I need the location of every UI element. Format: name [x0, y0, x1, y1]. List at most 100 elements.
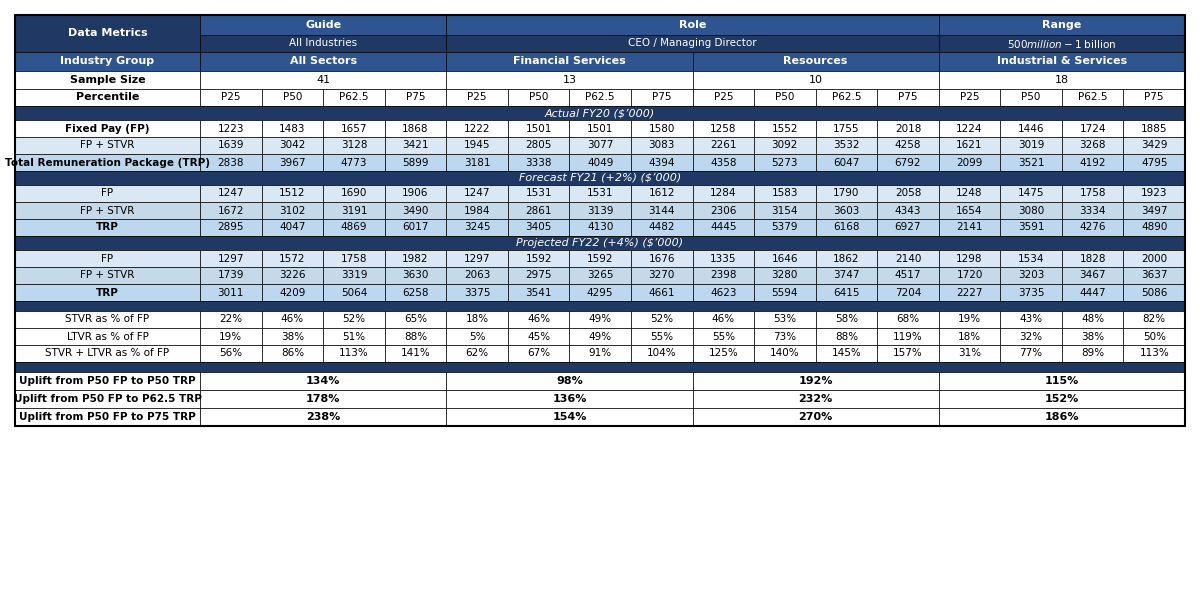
- Text: FP + STVR: FP + STVR: [80, 140, 134, 151]
- Bar: [14, 267, 200, 284]
- Text: 1297: 1297: [217, 253, 244, 263]
- Bar: [385, 219, 446, 236]
- Text: 4258: 4258: [895, 140, 922, 151]
- Text: 77%: 77%: [1020, 349, 1043, 358]
- Bar: [1062, 267, 1123, 284]
- Text: 3181: 3181: [463, 157, 491, 167]
- Bar: [877, 345, 938, 362]
- Text: 3532: 3532: [833, 140, 859, 151]
- Bar: [14, 202, 200, 219]
- Text: All Industries: All Industries: [289, 38, 358, 49]
- Text: 5594: 5594: [772, 287, 798, 298]
- Bar: [200, 154, 262, 171]
- Bar: [754, 267, 816, 284]
- Text: Uplift from P50 FP to P75 TRP: Uplift from P50 FP to P75 TRP: [19, 412, 196, 422]
- Text: 1534: 1534: [1018, 253, 1044, 263]
- Bar: [816, 120, 877, 137]
- Bar: [1062, 219, 1123, 236]
- Bar: [508, 311, 569, 328]
- Bar: [508, 89, 569, 106]
- Bar: [692, 345, 754, 362]
- Text: Fixed Pay (FP): Fixed Pay (FP): [65, 124, 150, 133]
- Text: 3128: 3128: [341, 140, 367, 151]
- Bar: [14, 15, 200, 52]
- Bar: [692, 284, 754, 301]
- Bar: [877, 284, 938, 301]
- Text: 86%: 86%: [281, 349, 304, 358]
- Text: 3191: 3191: [341, 205, 367, 215]
- Bar: [14, 362, 1186, 372]
- Bar: [200, 52, 446, 71]
- Bar: [200, 284, 262, 301]
- Text: Actual FY20 ($’000): Actual FY20 ($’000): [545, 108, 655, 118]
- Text: 1222: 1222: [463, 124, 491, 133]
- Text: 145%: 145%: [832, 349, 862, 358]
- Bar: [569, 284, 631, 301]
- Bar: [446, 185, 508, 202]
- Bar: [446, 120, 508, 137]
- Bar: [569, 120, 631, 137]
- Bar: [200, 345, 262, 362]
- Text: 1446: 1446: [1018, 124, 1044, 133]
- Text: 56%: 56%: [220, 349, 242, 358]
- Bar: [938, 219, 1001, 236]
- Bar: [14, 106, 1186, 120]
- Bar: [692, 311, 754, 328]
- Bar: [877, 120, 938, 137]
- Bar: [14, 311, 200, 328]
- Text: 1592: 1592: [587, 253, 613, 263]
- Text: 4047: 4047: [280, 223, 306, 232]
- Text: 4869: 4869: [341, 223, 367, 232]
- Bar: [262, 154, 323, 171]
- Bar: [1123, 137, 1186, 154]
- Text: 3497: 3497: [1141, 205, 1168, 215]
- Text: 18: 18: [1055, 75, 1069, 85]
- Bar: [508, 154, 569, 171]
- Bar: [508, 250, 569, 267]
- Text: FP + STVR: FP + STVR: [80, 205, 134, 215]
- Text: 1657: 1657: [341, 124, 367, 133]
- Text: 4358: 4358: [710, 157, 737, 167]
- Text: 4890: 4890: [1141, 223, 1168, 232]
- Text: 238%: 238%: [306, 412, 341, 422]
- Bar: [754, 137, 816, 154]
- Bar: [754, 328, 816, 345]
- Text: 1247: 1247: [217, 188, 244, 199]
- Text: 88%: 88%: [404, 331, 427, 341]
- Text: 3083: 3083: [648, 140, 674, 151]
- Text: FP + STVR: FP + STVR: [80, 271, 134, 280]
- Text: 113%: 113%: [1139, 349, 1169, 358]
- Bar: [754, 345, 816, 362]
- Text: 3421: 3421: [402, 140, 428, 151]
- Text: 2000: 2000: [1141, 253, 1168, 263]
- Bar: [14, 372, 200, 390]
- Bar: [692, 120, 754, 137]
- Text: 6927: 6927: [895, 223, 922, 232]
- Text: 45%: 45%: [527, 331, 550, 341]
- Text: FP: FP: [102, 253, 114, 263]
- Bar: [816, 311, 877, 328]
- Text: 1224: 1224: [956, 124, 983, 133]
- Text: 1862: 1862: [833, 253, 859, 263]
- Text: 1646: 1646: [772, 253, 798, 263]
- Bar: [938, 154, 1001, 171]
- Text: 50%: 50%: [1142, 331, 1165, 341]
- Text: P75: P75: [652, 92, 672, 103]
- Bar: [938, 120, 1001, 137]
- Text: 125%: 125%: [708, 349, 738, 358]
- Text: 4192: 4192: [1080, 157, 1106, 167]
- Bar: [262, 202, 323, 219]
- Text: 4276: 4276: [1080, 223, 1106, 232]
- Text: STVR + LTVR as % of FP: STVR + LTVR as % of FP: [46, 349, 169, 358]
- Bar: [14, 154, 200, 171]
- Bar: [631, 185, 692, 202]
- Text: 2805: 2805: [526, 140, 552, 151]
- Bar: [938, 202, 1001, 219]
- Text: 3735: 3735: [1018, 287, 1044, 298]
- Text: 2838: 2838: [217, 157, 244, 167]
- Text: 3102: 3102: [280, 205, 306, 215]
- Text: 1758: 1758: [341, 253, 367, 263]
- Bar: [1123, 311, 1186, 328]
- Bar: [262, 328, 323, 345]
- Bar: [14, 328, 200, 345]
